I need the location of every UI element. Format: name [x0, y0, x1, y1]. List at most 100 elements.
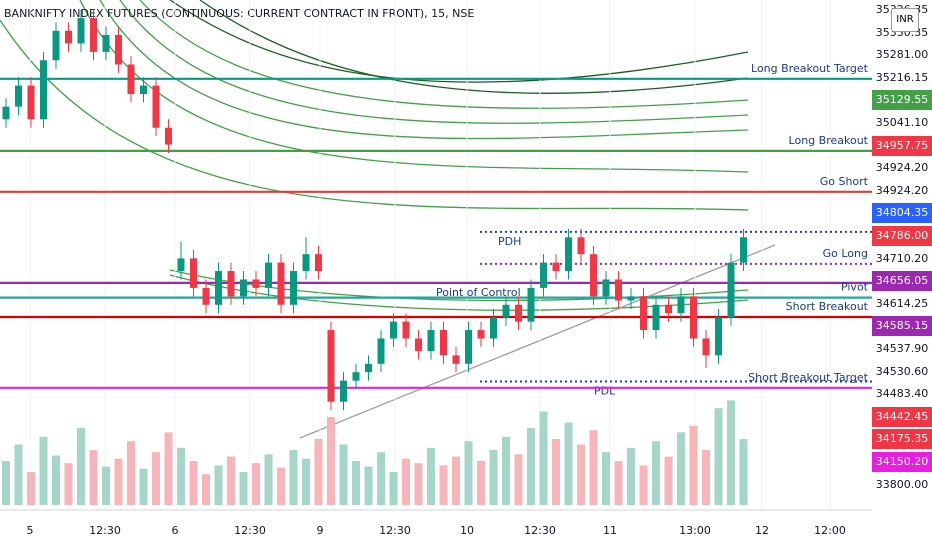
candle-body: [27, 85, 35, 120]
candle-body: [490, 317, 497, 339]
candle-body: [615, 279, 622, 301]
volume-bar: [289, 450, 298, 505]
y-axis-label: 34614.25: [872, 293, 932, 314]
candle-body: [427, 330, 435, 352]
chart: BANKNIFTY INDEX FUTURES (CONTINUOUS: CUR…: [0, 0, 872, 537]
volume-bar: [314, 439, 323, 505]
y-axis-label: 34710.20: [872, 248, 932, 269]
candle-body: [215, 271, 222, 305]
candle-body: [315, 254, 322, 272]
candle-body: [552, 262, 560, 272]
candle-body: [527, 287, 535, 322]
ema: [0, 19, 749, 211]
y-axis-label: 34537.90: [872, 339, 932, 359]
volume-bar: [164, 432, 173, 505]
candle-body: [740, 237, 747, 263]
candle-body: [202, 287, 210, 305]
y-axis-label: 35216.15: [872, 67, 932, 88]
volume-bar: [652, 441, 660, 505]
volume-bar: [39, 436, 48, 505]
volume-bar: [489, 450, 498, 505]
candle-body: [590, 254, 597, 297]
volume-bar: [89, 450, 98, 505]
y-axis-label: 34483.40: [872, 384, 932, 405]
volume-bar: [302, 458, 310, 505]
volume-bar: [352, 461, 360, 505]
candle-body: [77, 18, 85, 44]
y-axis-label: 34175.35: [872, 429, 932, 450]
y-axis-label: 34656.05: [872, 271, 932, 292]
candle-body: [290, 271, 297, 305]
ema: [119, 0, 749, 124]
level-label: Go Long: [823, 247, 868, 260]
candle-body: [415, 338, 422, 352]
candle-body: [665, 304, 672, 314]
level-label: Short Breakout: [786, 300, 869, 313]
x-tick-label: 11: [603, 524, 617, 537]
candle-body: [252, 279, 260, 288]
candle-body: [240, 279, 247, 297]
volume-bar: [727, 400, 735, 505]
candle-body: [190, 258, 197, 288]
volume-bar: [102, 466, 110, 505]
price-axis: 35326.3535330.3535281.0035216.1535129.55…: [872, 0, 932, 510]
candle-body: [152, 85, 160, 128]
level-label: Go Short: [820, 175, 869, 188]
candle-body: [352, 372, 360, 381]
y-axis-label: 33800.00: [872, 474, 932, 495]
y-axis-label: 34786.00: [872, 226, 932, 246]
volume-bar: [664, 456, 673, 505]
volume-bar: [14, 444, 23, 505]
volume-bar: [327, 417, 335, 505]
candle-body: [402, 321, 410, 339]
volume-bar: [439, 465, 448, 505]
x-tick-label: 12:30: [89, 524, 121, 537]
candle-body: [127, 64, 135, 95]
level-label: Pivot: [841, 281, 869, 294]
volume-bar: [64, 463, 73, 505]
candle-body: [477, 330, 485, 339]
ema: [139, 0, 749, 109]
volume-bar: [364, 466, 373, 505]
currency-badge[interactable]: INR: [891, 8, 919, 32]
candle-body: [565, 237, 572, 272]
volume-bar: [402, 458, 410, 505]
volume-bar: [639, 465, 648, 505]
candle-body: [727, 262, 735, 318]
volume-bar: [202, 474, 210, 505]
volume-bar: [714, 408, 723, 505]
volume-bar: [689, 425, 698, 505]
candle-body: [90, 18, 97, 52]
candle-body: [652, 304, 660, 331]
volume-bar: [27, 472, 35, 505]
candle-body: [2, 106, 10, 120]
volume-bar: [427, 447, 435, 505]
candle-body: [15, 85, 22, 107]
ema: [169, 0, 749, 83]
candle-body: [327, 330, 335, 402]
volume-bar: [377, 452, 385, 505]
x-tick-label: 12: [755, 524, 769, 537]
candle-body: [102, 34, 110, 52]
level-label: Point of Control: [436, 286, 521, 299]
candle-body: [302, 254, 310, 272]
volume-bar: [577, 444, 585, 505]
y-axis-label: 34957.75: [872, 135, 932, 156]
candle-body: [40, 60, 47, 120]
volume-bar: [677, 432, 685, 505]
x-tick-label: 12:30: [524, 524, 556, 537]
candle-body: [502, 304, 510, 318]
candle-body: [452, 355, 460, 364]
volume-bar: [527, 428, 535, 505]
x-tick-label: 12:30: [234, 524, 266, 537]
volume-bar: [702, 450, 710, 505]
candle-body: [340, 380, 347, 402]
candle-body: [602, 279, 610, 297]
volume-bar: [627, 447, 635, 505]
volume-bar: [239, 472, 248, 505]
candle-body: [365, 363, 372, 373]
candle-body: [227, 271, 235, 297]
level-label: PDL: [594, 384, 616, 397]
x-tick-label: 9: [317, 524, 324, 537]
candle-body: [690, 296, 697, 339]
